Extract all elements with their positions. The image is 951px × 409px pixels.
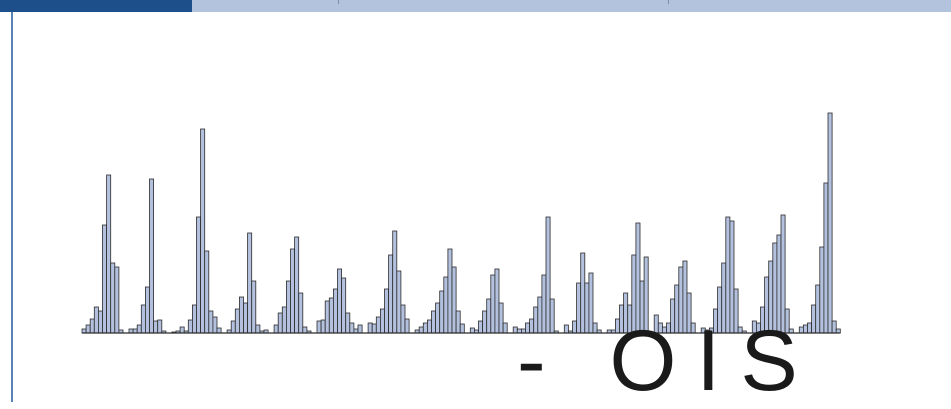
bar <box>298 292 304 334</box>
bar-group-5 <box>273 236 312 334</box>
bar <box>290 248 295 334</box>
bar <box>179 326 185 334</box>
bar <box>418 326 424 334</box>
bar <box>827 112 833 334</box>
bar <box>337 268 342 334</box>
bar <box>294 236 300 334</box>
bar <box>208 310 214 334</box>
bar-group-8 <box>414 248 465 334</box>
bar-group-2 <box>128 178 167 334</box>
bar <box>435 302 441 334</box>
bar <box>371 323 377 334</box>
bar <box>89 318 95 334</box>
bar <box>98 310 103 334</box>
bar <box>478 320 483 334</box>
bar <box>273 324 279 334</box>
bar <box>392 230 398 334</box>
bar <box>243 302 248 334</box>
header-accent-block <box>0 0 192 12</box>
bar <box>455 310 461 334</box>
bar <box>443 276 449 334</box>
bar <box>204 250 210 334</box>
bar <box>396 270 402 334</box>
bar <box>281 306 287 334</box>
bar <box>320 319 326 334</box>
bar <box>140 304 146 334</box>
bar <box>196 216 201 334</box>
bar <box>251 280 257 334</box>
bar <box>93 306 99 334</box>
bar <box>136 324 142 334</box>
bar <box>494 268 500 334</box>
bar-group-7 <box>367 230 410 334</box>
bar <box>200 128 206 334</box>
bar <box>482 310 488 334</box>
bar <box>144 286 150 334</box>
bar <box>316 320 322 334</box>
bar <box>375 316 381 334</box>
bar <box>114 266 120 334</box>
bar <box>247 232 253 334</box>
bar-group-4 <box>226 232 269 334</box>
bar <box>400 304 406 334</box>
bar <box>431 310 436 334</box>
header-tick-mark <box>338 0 339 4</box>
bar <box>459 323 465 334</box>
bar <box>426 319 432 334</box>
bar <box>285 280 291 334</box>
bar <box>255 324 261 334</box>
bar <box>502 322 508 334</box>
bar <box>302 326 308 334</box>
bar-group-1 <box>81 174 124 334</box>
bar <box>379 308 385 334</box>
bar <box>349 322 355 334</box>
bar <box>490 274 496 334</box>
bar <box>439 290 445 334</box>
bar <box>819 246 825 334</box>
bar <box>498 302 504 334</box>
bar <box>324 300 330 334</box>
bar <box>357 324 363 334</box>
bar <box>277 312 283 334</box>
bar <box>345 312 351 334</box>
bar <box>149 178 154 334</box>
bar <box>216 327 222 334</box>
bar <box>831 320 837 334</box>
bar <box>212 316 218 334</box>
bar <box>332 288 338 334</box>
bar <box>341 277 347 334</box>
header-bar <box>0 0 951 12</box>
bar <box>153 320 159 334</box>
bar-group-6 <box>316 268 363 334</box>
bar <box>187 319 193 334</box>
bar <box>85 324 91 334</box>
bar <box>238 296 244 334</box>
bar <box>451 266 457 334</box>
bar <box>234 308 240 334</box>
bar <box>823 182 829 334</box>
bar <box>384 288 389 334</box>
bar-group-3 <box>171 128 222 334</box>
bar <box>106 174 112 334</box>
bar-group-9 <box>469 268 508 334</box>
left-border-rule <box>11 12 13 402</box>
caption-text: - OIS <box>517 313 818 409</box>
bar-group-13 <box>653 260 696 334</box>
bar <box>422 322 428 334</box>
bar <box>404 318 410 334</box>
bar <box>388 254 394 334</box>
bar <box>191 304 197 334</box>
bar <box>328 297 334 334</box>
bar <box>447 248 453 334</box>
bar <box>102 224 107 334</box>
bar <box>110 262 116 334</box>
bar <box>469 327 475 334</box>
bar <box>486 298 492 334</box>
bar <box>367 322 373 334</box>
bar <box>230 320 236 334</box>
bar-group-16 <box>798 112 841 334</box>
bar <box>157 319 163 334</box>
header-tick-mark <box>668 0 669 4</box>
